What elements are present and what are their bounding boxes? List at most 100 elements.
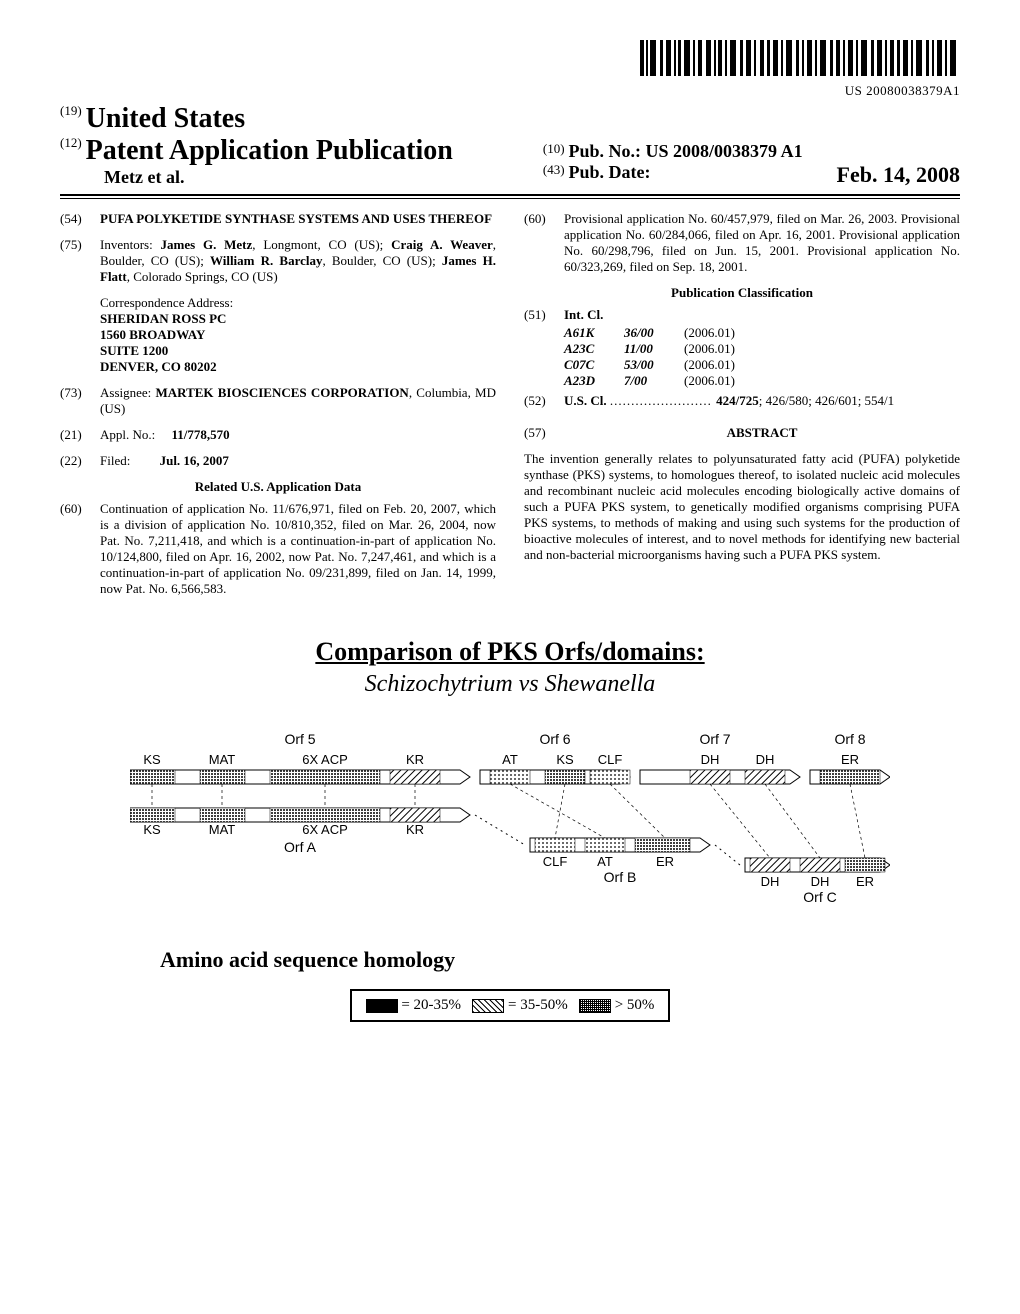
legend-swatch-2 (472, 999, 504, 1013)
title-tag: (54) (60, 211, 90, 227)
cont-tag: (60) (60, 501, 90, 597)
pubdate-value: Feb. 14, 2008 (837, 162, 960, 188)
svg-text:ER: ER (856, 874, 874, 889)
biblio-columns: (54) PUFA POLYKETIDE SYNTHASE SYSTEMS AN… (60, 211, 960, 607)
barcode-number: US 20080038379A1 (60, 83, 960, 99)
svg-text:KS: KS (556, 752, 574, 767)
fig-sub-i2: Shewanella (545, 671, 656, 697)
intcl-1-a: A23C (564, 341, 624, 357)
left-column: (54) PUFA POLYKETIDE SYNTHASE SYSTEMS AN… (60, 211, 496, 607)
intcl-3-c: (2006.01) (684, 373, 960, 389)
barcode (640, 40, 960, 76)
assignee-label: Assignee: (100, 385, 151, 400)
pubno-label: Pub. No.: (569, 141, 642, 161)
figure-title: Comparison of PKS Orfs/domains: (60, 637, 960, 667)
pubdate-label: Pub. Date: (569, 162, 651, 182)
intcl-0-a: A61K (564, 325, 624, 341)
assignee-tag: (73) (60, 385, 90, 417)
fig-sub-mid: vs (513, 671, 545, 697)
svg-text:CLF: CLF (543, 854, 568, 869)
intcl-1-b: 11/00 (624, 341, 684, 357)
filed-label: Filed: (100, 453, 130, 468)
svg-text:Orf 7: Orf 7 (699, 731, 730, 747)
svg-text:KS: KS (143, 822, 161, 837)
svg-text:ER: ER (656, 854, 674, 869)
legend-2: = 35-50% (508, 997, 568, 1013)
intcl-2-a: C07C (564, 357, 624, 373)
svg-text:Orf 5: Orf 5 (284, 731, 315, 747)
right-column: (60) Provisional application No. 60/457,… (524, 211, 960, 607)
intcl-3-a: A23D (564, 373, 624, 389)
svg-text:6X ACP: 6X ACP (302, 822, 348, 837)
uscl-value: 424/725; 426/580; 426/601; 554/1 (716, 393, 894, 408)
homology-title: Amino acid sequence homology (160, 947, 960, 973)
figure: Comparison of PKS Orfs/domains: Schizoch… (60, 637, 960, 1022)
abstract-text: The invention generally relates to polyu… (524, 451, 960, 563)
corr-line3: SUITE 1200 (100, 343, 496, 359)
pubno-value: US 2008/0038379 A1 (646, 141, 803, 161)
svg-text:DH: DH (756, 752, 775, 767)
cont-text: Continuation of application No. 11/676,9… (100, 501, 496, 597)
intcl-2-c: (2006.01) (684, 357, 960, 373)
filed-value: Jul. 16, 2007 (160, 453, 229, 468)
intcl-2-b: 53/00 (624, 357, 684, 373)
authors: Metz et al. (60, 167, 519, 188)
svg-text:KS: KS (143, 752, 161, 767)
assignee-value: MARTEK BIOSCIENCES CORPORATION, Columbia… (100, 385, 496, 416)
diagram-svg: Orf 5 Orf 6 Orf 7 Orf 8 KS MAT 6X ACP KR AT KS CLF… (130, 722, 890, 922)
intcl-0-c: (2006.01) (684, 325, 960, 341)
uscl-label: U.S. Cl. (564, 393, 607, 408)
corr-line2: 1560 BROADWAY (100, 327, 496, 343)
svg-text:Orf A: Orf A (284, 839, 317, 855)
prov-text: Provisional application No. 60/457,979, … (564, 211, 960, 275)
svg-text:ER: ER (841, 752, 859, 767)
intcl-3-b: 7/00 (624, 373, 684, 389)
legend-1: = 20-35% (401, 997, 461, 1013)
svg-text:KR: KR (406, 822, 424, 837)
invention-title: PUFA POLYKETIDE SYNTHASE SYSTEMS AND USE… (100, 211, 492, 227)
svg-text:KR: KR (406, 752, 424, 767)
legend-swatch-1 (366, 999, 398, 1013)
svg-text:DH: DH (701, 752, 720, 767)
intcl-label: Int. Cl. (564, 307, 603, 323)
legend-swatch-3 (579, 999, 611, 1013)
applno-value: 11/778,570 (172, 427, 230, 442)
corr-line1: SHERIDAN ROSS PC (100, 311, 496, 327)
applno-label: Appl. No.: (100, 427, 155, 442)
svg-text:Orf C: Orf C (803, 889, 836, 905)
legend-3: > 50% (615, 997, 655, 1013)
corr-label: Correspondence Address: (100, 295, 496, 311)
svg-text:MAT: MAT (209, 752, 236, 767)
pubtype-tag: (12) (60, 135, 82, 150)
svg-text:Orf 8: Orf 8 (834, 731, 865, 747)
svg-text:DH: DH (811, 874, 830, 889)
intcl-table: A61K36/00(2006.01) A23C11/00(2006.01) C0… (524, 325, 960, 389)
barcode-area: US 20080038379A1 (60, 40, 960, 99)
abstract-tag: (57) (524, 425, 554, 441)
svg-text:CLF: CLF (598, 752, 623, 767)
prov-tag: (60) (524, 211, 554, 275)
svg-text:AT: AT (502, 752, 518, 767)
inventors-label: Inventors: (100, 237, 153, 252)
inventors-tag: (75) (60, 237, 90, 285)
svg-text:6X ACP: 6X ACP (302, 752, 348, 767)
pubdate-tag: (43) (543, 162, 565, 177)
inventors-value: James G. Metz, Longmont, CO (US); Craig … (100, 237, 496, 284)
intcl-0-b: 36/00 (624, 325, 684, 341)
legend: = 20-35% = 35-50% > 50% (350, 989, 671, 1022)
intcl-1-c: (2006.01) (684, 341, 960, 357)
svg-text:Orf B: Orf B (604, 869, 637, 885)
uscl-tag: (52) (524, 393, 554, 409)
pubno-tag: (10) (543, 141, 565, 156)
country-tag: (19) (60, 103, 82, 118)
svg-text:DH: DH (761, 874, 780, 889)
header: (19) United States (12) Patent Applicati… (60, 103, 960, 188)
fig-sub-i1: Schizochytrium (365, 671, 513, 697)
abstract-label: ABSTRACT (564, 425, 960, 441)
corr-line4: DENVER, CO 80202 (100, 359, 496, 375)
svg-text:MAT: MAT (209, 822, 236, 837)
intcl-tag: (51) (524, 307, 554, 323)
applno-tag: (21) (60, 427, 90, 443)
filed-tag: (22) (60, 453, 90, 469)
svg-text:Orf 6: Orf 6 (539, 731, 570, 747)
